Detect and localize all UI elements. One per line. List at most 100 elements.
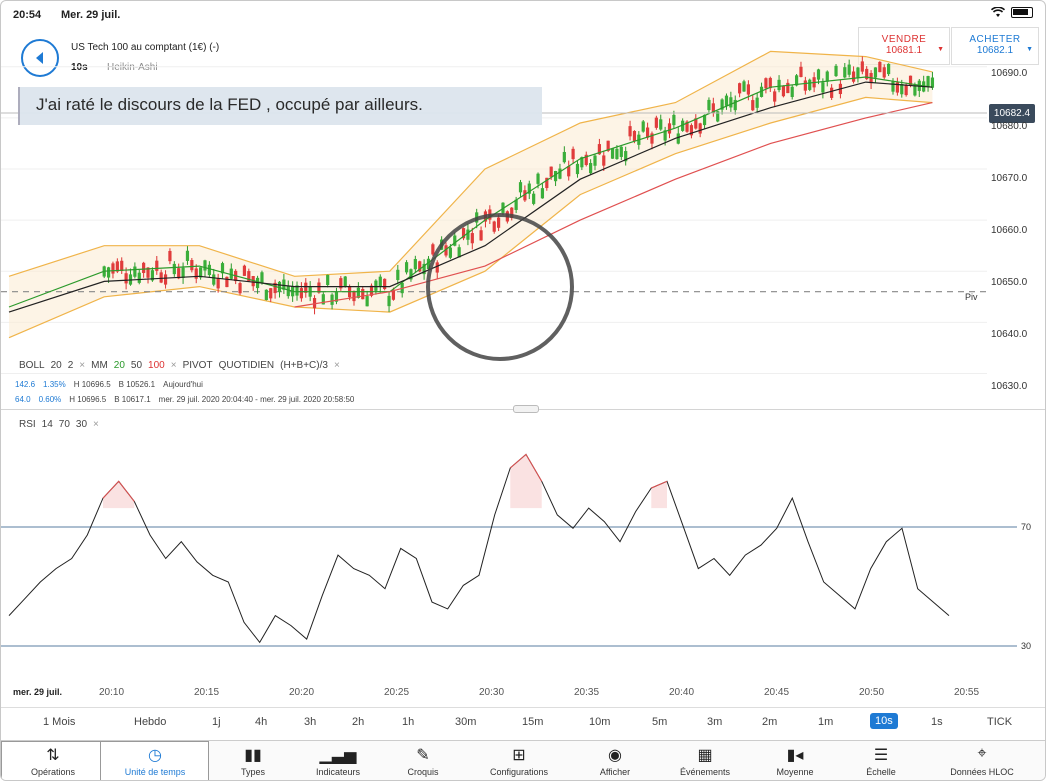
- toolbar-types[interactable]: ▮▮ Types: [205, 741, 301, 780]
- candle-body: [834, 65, 838, 77]
- buy-price: 10682.1: [976, 45, 1014, 56]
- candle-body: [628, 126, 632, 137]
- stat-period: mer. 29 juil. 2020 20:04:40 - mer. 29 ju…: [158, 395, 355, 404]
- candle-body: [492, 221, 496, 232]
- remove-boll-icon[interactable]: ×: [79, 360, 86, 371]
- price-axis-label: 10660.0: [991, 225, 1028, 236]
- candle-body: [168, 250, 172, 262]
- toolbar-hloc-data[interactable]: ⌖ Données HLOC: [934, 741, 1030, 780]
- timeframe-hebdo[interactable]: Hebdo: [134, 716, 167, 728]
- toolbar-average[interactable]: ▮◂ Moyenne: [747, 741, 843, 780]
- candle-body: [207, 264, 211, 276]
- rsi-chart[interactable]: [1, 431, 1046, 683]
- candle-body: [580, 157, 584, 168]
- candle-body: [137, 272, 141, 283]
- timeframe-1-mois[interactable]: 1 Mois: [43, 716, 76, 728]
- toolbar-configurations[interactable]: ⊞ Configurations: [471, 741, 567, 780]
- remove-rsi-icon[interactable]: ×: [93, 419, 99, 430]
- timeframe-1s[interactable]: 1s: [931, 716, 943, 728]
- stat-high: H 10696.5: [73, 380, 111, 389]
- candle-body: [409, 269, 413, 280]
- candle-body: [225, 276, 229, 288]
- stat-change: 142.6: [15, 380, 36, 389]
- candle-body: [878, 61, 882, 73]
- timeframe-4h[interactable]: 4h: [255, 716, 268, 728]
- mm-label[interactable]: MM: [91, 360, 108, 371]
- timeframe-1h[interactable]: 1h: [402, 716, 415, 728]
- timeframe-3m[interactable]: 3m: [707, 716, 723, 728]
- toolbar-operations[interactable]: ⇅ Opérations: [5, 741, 101, 780]
- toolbar-display[interactable]: ◉ Afficher: [567, 741, 663, 780]
- timeframe-15m[interactable]: 15m: [522, 716, 544, 728]
- timeframe-10m[interactable]: 10m: [589, 716, 611, 728]
- toolbar-events[interactable]: ▦ Événements: [657, 741, 753, 780]
- candle-body: [597, 144, 601, 155]
- candle-body: [190, 260, 194, 271]
- pane-resize-handle[interactable]: [513, 405, 539, 413]
- candle-body: [295, 285, 299, 296]
- price-axis-label: 10690.0: [991, 68, 1028, 79]
- rsi-param: 30: [75, 419, 88, 430]
- sell-button[interactable]: VENDRE 10681.1 ▼: [858, 27, 950, 65]
- toolbar-timeframe[interactable]: ◷ Unité de temps: [107, 741, 203, 780]
- pencil-icon: ✎: [416, 747, 430, 764]
- candle-body: [575, 163, 580, 175]
- timeframe-5m[interactable]: 5m: [652, 716, 668, 728]
- toolbar-indicators[interactable]: ▁▃▅ Indicateurs: [290, 741, 386, 780]
- candle-body: [269, 288, 273, 299]
- candle-body: [930, 77, 935, 88]
- timeframe-3h[interactable]: 3h: [304, 716, 317, 728]
- toolbar-sketch[interactable]: ✎ Croquis: [375, 741, 471, 780]
- pivot-period: QUOTIDIEN: [218, 360, 275, 371]
- rsi-level-label: 70: [1021, 522, 1032, 532]
- candle-body: [545, 177, 549, 189]
- sell-label: VENDRE: [881, 34, 927, 45]
- remove-mm-icon[interactable]: ×: [170, 360, 177, 371]
- candle-body: [343, 276, 347, 287]
- candle-body: [768, 77, 772, 89]
- layout-icon: ⊞: [512, 747, 526, 764]
- candle-body: [413, 259, 417, 270]
- toolbar-label: Données HLOC: [950, 767, 1014, 777]
- bollinger-lower-line: [8, 96, 933, 339]
- rsi-label[interactable]: RSI: [19, 419, 36, 430]
- remove-pivot-icon[interactable]: ×: [333, 360, 340, 371]
- rsi-param: 70: [58, 419, 70, 430]
- clock-icon: ◷: [148, 747, 162, 764]
- candle-body: [694, 118, 698, 129]
- back-button[interactable]: [21, 39, 59, 77]
- candle-body: [851, 71, 856, 82]
- timeframe-30m[interactable]: 30m: [455, 716, 477, 728]
- time-tick: 20:40: [669, 687, 695, 698]
- time-tick: 20:35: [574, 687, 600, 698]
- candle-body: [667, 123, 672, 134]
- buy-button[interactable]: ACHETER 10682.1 ▼: [951, 27, 1039, 65]
- timeframe-1m[interactable]: 1m: [818, 716, 834, 728]
- timeframe-2h[interactable]: 2h: [352, 716, 365, 728]
- candle-body: [435, 262, 439, 273]
- candle-body: [330, 294, 334, 305]
- current-price-tag: 10682.4: [989, 104, 1035, 123]
- time-tick: 20:30: [479, 687, 505, 698]
- timeframe-2m[interactable]: 2m: [762, 716, 778, 728]
- toolbar-scale[interactable]: ☰ Échelle: [833, 741, 929, 780]
- timeframe-10s[interactable]: 10s: [870, 713, 898, 729]
- boll-label[interactable]: BOLL: [19, 360, 45, 371]
- price-axis-label: 10680.0: [991, 121, 1028, 132]
- candle-body: [387, 295, 391, 307]
- price-chart[interactable]: [1, 27, 1046, 407]
- timeframe-1j[interactable]: 1j: [212, 716, 221, 728]
- candle-body: [299, 288, 303, 299]
- toolbar-label: Échelle: [866, 767, 896, 777]
- stat-period: Aujourd'hui: [163, 380, 203, 389]
- candle-body: [742, 81, 746, 92]
- rsi-overbought-fill: [103, 454, 793, 509]
- instrument-name[interactable]: US Tech 100 au comptant (1€) (-): [71, 42, 220, 53]
- pivot-legend-label[interactable]: PIVOT: [182, 360, 213, 371]
- timeframe-tick[interactable]: TICK: [987, 716, 1013, 728]
- indicator-legend: BOLL 20 2 × MM 20 50 100 × PIVOT QUOTIDI…: [19, 360, 340, 371]
- candle-body: [659, 119, 663, 130]
- annotation-comment: J'ai raté le discours de la FED , occupé…: [18, 87, 542, 125]
- candle-body: [860, 61, 864, 72]
- candle-body: [220, 263, 225, 274]
